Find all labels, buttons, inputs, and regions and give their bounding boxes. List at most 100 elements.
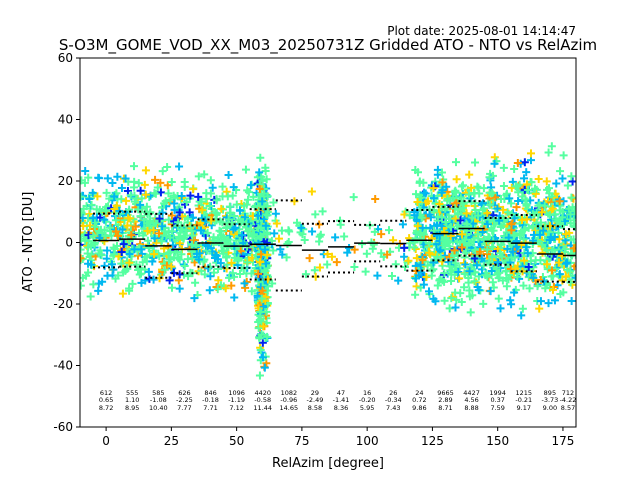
bin-mean-label: -2.25 bbox=[176, 396, 193, 404]
scatter-point bbox=[323, 260, 332, 269]
scatter-point bbox=[556, 206, 565, 215]
scatter-point bbox=[504, 233, 513, 242]
scatter-point bbox=[440, 296, 449, 305]
scatter-point bbox=[80, 234, 86, 243]
scatter-point bbox=[230, 293, 239, 302]
scatter-point bbox=[168, 227, 177, 236]
scatter-point bbox=[358, 240, 367, 249]
scatter-point bbox=[438, 178, 447, 187]
bin-std-label: 7.77 bbox=[177, 404, 191, 412]
scatter-point bbox=[522, 200, 531, 209]
scatter-point bbox=[440, 228, 449, 237]
scatter-point bbox=[538, 248, 547, 257]
scatter-point bbox=[175, 270, 184, 279]
bin-count-label: 16 bbox=[363, 389, 371, 397]
scatter-point bbox=[478, 228, 487, 237]
scatter-point bbox=[422, 273, 431, 282]
scatter-point bbox=[108, 260, 116, 269]
scatter-point bbox=[150, 234, 159, 243]
y-axis-ticks: -60 -40 -20 0 20 40 60 bbox=[53, 51, 80, 434]
scatter-point bbox=[80, 221, 88, 230]
scatter-point bbox=[387, 272, 396, 281]
scatter-point bbox=[213, 285, 222, 294]
scatter-point bbox=[206, 176, 215, 185]
x-tick-label: 100 bbox=[356, 434, 379, 448]
scatter-point bbox=[205, 202, 214, 211]
x-tick-label: 25 bbox=[164, 434, 179, 448]
bin-mean-label: -0.21 bbox=[515, 396, 532, 404]
scatter-point bbox=[130, 245, 139, 254]
scatter-point bbox=[149, 226, 158, 235]
scatter-point bbox=[513, 272, 522, 281]
scatter-point bbox=[187, 222, 196, 231]
scatter-point bbox=[256, 312, 265, 321]
scatter-point bbox=[297, 223, 306, 232]
scatter-point bbox=[80, 176, 86, 185]
scatter-point bbox=[256, 153, 265, 162]
scatter-point bbox=[503, 244, 512, 253]
scatter-point bbox=[538, 240, 547, 249]
scatter-point bbox=[429, 265, 438, 274]
scatter-point bbox=[284, 238, 293, 247]
scatter-point bbox=[263, 230, 272, 239]
scatter-point bbox=[476, 247, 485, 256]
scatter-point bbox=[222, 223, 231, 232]
scatter-point bbox=[415, 177, 424, 186]
scatter-point bbox=[236, 218, 245, 227]
scatter-point bbox=[458, 181, 467, 190]
scatter-point bbox=[236, 269, 245, 278]
scatter-point bbox=[485, 200, 494, 209]
scatter-point bbox=[180, 177, 189, 186]
scatter-point bbox=[96, 213, 105, 222]
scatter-point bbox=[140, 180, 149, 189]
scatter-point bbox=[414, 271, 423, 280]
scatter-point bbox=[493, 204, 502, 213]
scatter-point bbox=[544, 148, 553, 157]
scatter-point bbox=[308, 227, 317, 236]
scatter-point bbox=[84, 173, 93, 182]
scatter-point bbox=[261, 221, 270, 230]
scatter-point bbox=[80, 254, 85, 263]
scatter-point bbox=[254, 269, 263, 278]
scatter-point bbox=[261, 163, 270, 172]
scatter-point bbox=[263, 192, 272, 201]
bin-std-label: 8.88 bbox=[464, 404, 478, 412]
scatter-point bbox=[533, 282, 542, 291]
scatter-point bbox=[212, 209, 221, 218]
scatter-point bbox=[80, 213, 87, 222]
scatter-point bbox=[468, 213, 477, 222]
scatter-point bbox=[486, 287, 495, 296]
scatter-point bbox=[512, 203, 521, 212]
scatter-point bbox=[368, 244, 377, 253]
scatter-point bbox=[524, 263, 533, 272]
bin-count-label: 4427 bbox=[463, 389, 480, 397]
scatter-point bbox=[262, 210, 271, 219]
scatter-point bbox=[225, 202, 234, 211]
scatter-point bbox=[197, 197, 206, 206]
scatter-point bbox=[110, 244, 119, 253]
y-tick-label: 60 bbox=[58, 51, 73, 65]
bin-mean-label: -0.96 bbox=[280, 396, 297, 404]
scatter-point bbox=[485, 215, 494, 224]
scatter-point bbox=[240, 279, 249, 288]
scatter-point bbox=[117, 195, 126, 204]
scatter-point bbox=[499, 163, 508, 172]
bin-count-label: 626 bbox=[178, 389, 190, 397]
scatter-point bbox=[149, 218, 158, 227]
scatter-point bbox=[494, 203, 503, 212]
scatter-point bbox=[502, 282, 511, 291]
scatter-point bbox=[523, 186, 532, 195]
scatter-point bbox=[487, 267, 496, 276]
scatter-point bbox=[450, 204, 459, 213]
scatter-point bbox=[258, 353, 267, 362]
scatter-point bbox=[105, 223, 114, 232]
scatter-point bbox=[493, 258, 502, 267]
scatter-point bbox=[534, 174, 543, 183]
scatter-point bbox=[332, 258, 341, 267]
scatter-point bbox=[327, 252, 336, 261]
scatter-point bbox=[370, 227, 379, 236]
scatter-point bbox=[441, 218, 450, 227]
scatter-point bbox=[539, 226, 548, 235]
bin-std-label: 11.44 bbox=[253, 404, 272, 412]
scatter-point bbox=[471, 268, 480, 277]
